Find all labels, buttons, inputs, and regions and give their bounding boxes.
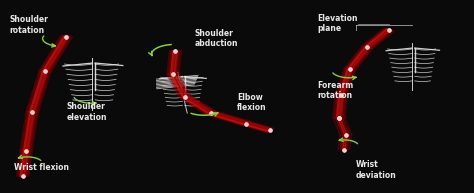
Text: Wrist flexion: Wrist flexion <box>14 163 69 172</box>
Text: Elbow
flexion: Elbow flexion <box>237 93 266 112</box>
Text: Shoulder
abduction: Shoulder abduction <box>194 29 238 48</box>
Text: Shoulder
elevation: Shoulder elevation <box>66 102 107 122</box>
Text: Shoulder
rotation: Shoulder rotation <box>9 15 48 35</box>
Text: Forearm
rotation: Forearm rotation <box>318 81 354 101</box>
Text: Wrist
deviation: Wrist deviation <box>356 160 396 180</box>
Text: Elevation
plane: Elevation plane <box>318 14 358 33</box>
